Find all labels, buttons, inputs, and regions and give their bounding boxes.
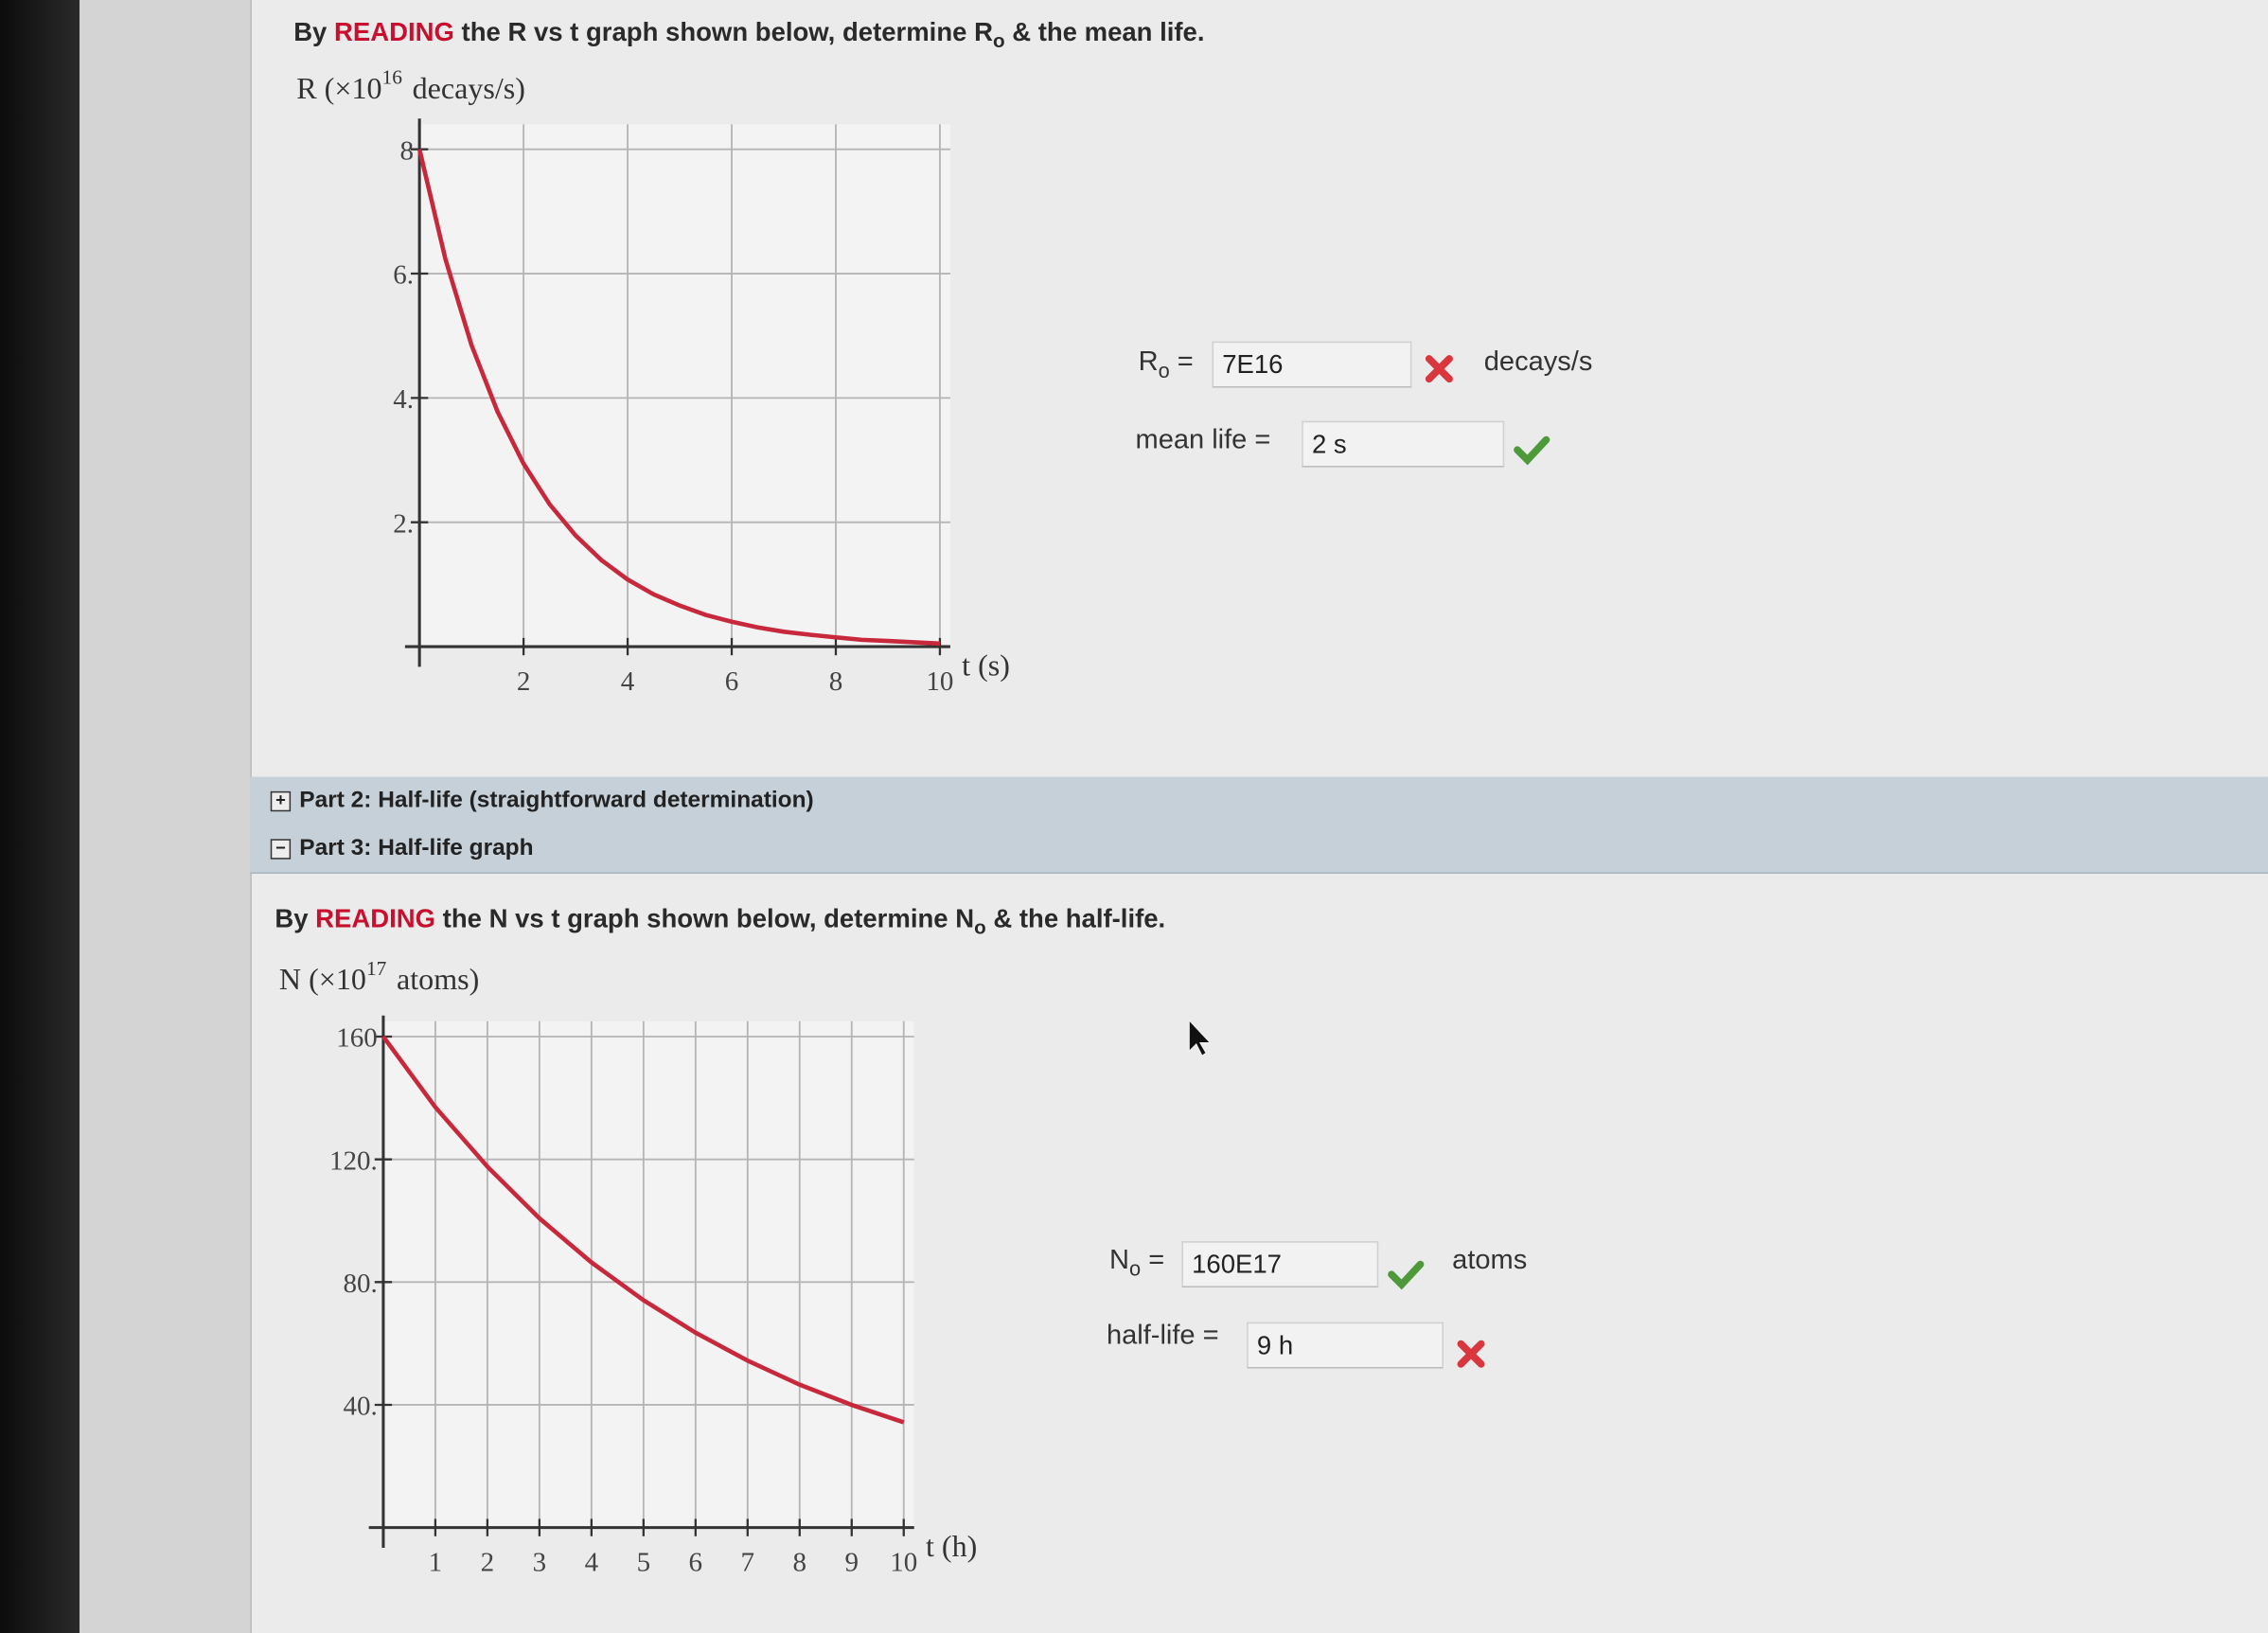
- y-label-text: N (×10: [279, 962, 366, 996]
- label-text: mean life: [1135, 425, 1248, 456]
- x-tick-label: 5: [637, 1547, 651, 1577]
- answer-input[interactable]: 160E17: [1181, 1241, 1379, 1287]
- y-tick-label: 4.: [393, 384, 414, 415]
- question-text: the R vs t graph shown below, determine …: [461, 17, 993, 46]
- question: By READING the N vs t graph shown below,…: [275, 904, 1165, 938]
- y-label-exponent: 17: [366, 957, 387, 980]
- subscript: o: [992, 29, 1005, 52]
- equals: =: [1254, 425, 1271, 456]
- question-text: By: [275, 904, 309, 933]
- answer-input[interactable]: 7E16: [1212, 341, 1412, 388]
- data-line: [381, 1035, 905, 1425]
- x-axis-label: t (s): [962, 648, 1010, 683]
- y-tick-label: 2.: [393, 508, 414, 539]
- y-tick-label: 8: [400, 135, 415, 166]
- x-axis-label: t (h): [926, 1529, 977, 1563]
- correct-icon: [1388, 1260, 1425, 1290]
- x-tick-label: 7: [741, 1547, 755, 1577]
- question-text: the N vs t graph shown below, determine …: [442, 904, 975, 933]
- question: By READING the R vs t graph shown below,…: [293, 17, 1204, 51]
- y-label-unit: atoms): [397, 962, 479, 996]
- highlight: READING: [315, 904, 436, 933]
- x-tick-label: 9: [844, 1547, 859, 1577]
- x-tick-label: 6: [689, 1547, 703, 1577]
- highlight: READING: [334, 17, 454, 46]
- section-title: Part 2: Half-life (straightforward deter…: [299, 788, 814, 813]
- x-tick-label: 2: [517, 666, 531, 697]
- x-tick-label: 3: [533, 1547, 547, 1577]
- y-tick-label: 120.: [329, 1145, 378, 1176]
- y-tick-label: 160: [336, 1023, 378, 1054]
- monitor-bezel: [0, 0, 80, 1633]
- y-axis-label: R (×1016 decays/s): [296, 66, 525, 105]
- x-tick-label: 8: [793, 1547, 807, 1577]
- question-text: By: [293, 17, 328, 46]
- check-mark: [1388, 1260, 1425, 1290]
- y-tick-label: 40.: [344, 1392, 378, 1422]
- section-header[interactable]: − Part 3: Half-life graph: [250, 824, 2268, 874]
- y-label-exponent: 16: [382, 66, 403, 89]
- collapse-icon[interactable]: −: [270, 839, 292, 860]
- answer-label: Ro =: [1139, 347, 1194, 383]
- x-tick-label: 4: [585, 1547, 599, 1577]
- x-tick-label: 1: [429, 1547, 443, 1577]
- data-line: [416, 149, 941, 647]
- x-tick-label: 8: [829, 666, 843, 697]
- label-text: N: [1109, 1245, 1130, 1276]
- x-tick-label: 4: [621, 666, 635, 697]
- x-tick-label: 10: [890, 1547, 917, 1577]
- y-label-text: R (×10: [296, 71, 381, 105]
- subscript: o: [1129, 1258, 1142, 1282]
- unit: atoms: [1452, 1245, 1528, 1276]
- cross-mark: [1457, 1340, 1485, 1368]
- answer-input[interactable]: 9 h: [1247, 1322, 1444, 1369]
- label-text: half-life: [1106, 1321, 1196, 1352]
- unit: decays/s: [1483, 346, 1593, 378]
- section-header[interactable]: + Part 2: Half-life (straightforward dete…: [250, 776, 2268, 826]
- question-text: & the half-life.: [993, 904, 1166, 933]
- y-axis-label: N (×1017 atoms): [279, 957, 479, 996]
- incorrect-icon: [1425, 355, 1453, 383]
- y-label-unit: decays/s): [413, 71, 525, 105]
- side-gutter: [80, 0, 252, 1633]
- x-tick-label: 2: [481, 1547, 495, 1577]
- subscript: o: [1158, 360, 1170, 383]
- question-text: & the mean life.: [1012, 17, 1205, 46]
- correct-icon: [1514, 435, 1550, 466]
- expand-icon[interactable]: +: [270, 791, 292, 812]
- answer-label: mean life =: [1136, 425, 1271, 457]
- incorrect-icon: [1457, 1340, 1485, 1368]
- answer-label: half-life =: [1107, 1321, 1219, 1353]
- equals: =: [1202, 1321, 1219, 1352]
- check-mark: [1514, 435, 1550, 466]
- label-text: R: [1138, 346, 1159, 378]
- equals: =: [1148, 1245, 1165, 1276]
- section-title: Part 3: Half-life graph: [299, 836, 534, 861]
- answer-label: No =: [1109, 1246, 1164, 1282]
- plot-area: [382, 1021, 914, 1528]
- cross-mark: [1425, 355, 1453, 383]
- answer-input[interactable]: 2 s: [1302, 420, 1505, 468]
- mouse-cursor: [1188, 1018, 1213, 1057]
- plot-area: [419, 124, 950, 648]
- y-tick-label: 6.: [393, 260, 414, 291]
- x-tick-label: 6: [725, 666, 739, 697]
- subscript: o: [974, 916, 986, 939]
- y-tick-label: 80.: [344, 1269, 378, 1299]
- x-tick-label: 10: [926, 666, 953, 697]
- equals: =: [1177, 346, 1194, 378]
